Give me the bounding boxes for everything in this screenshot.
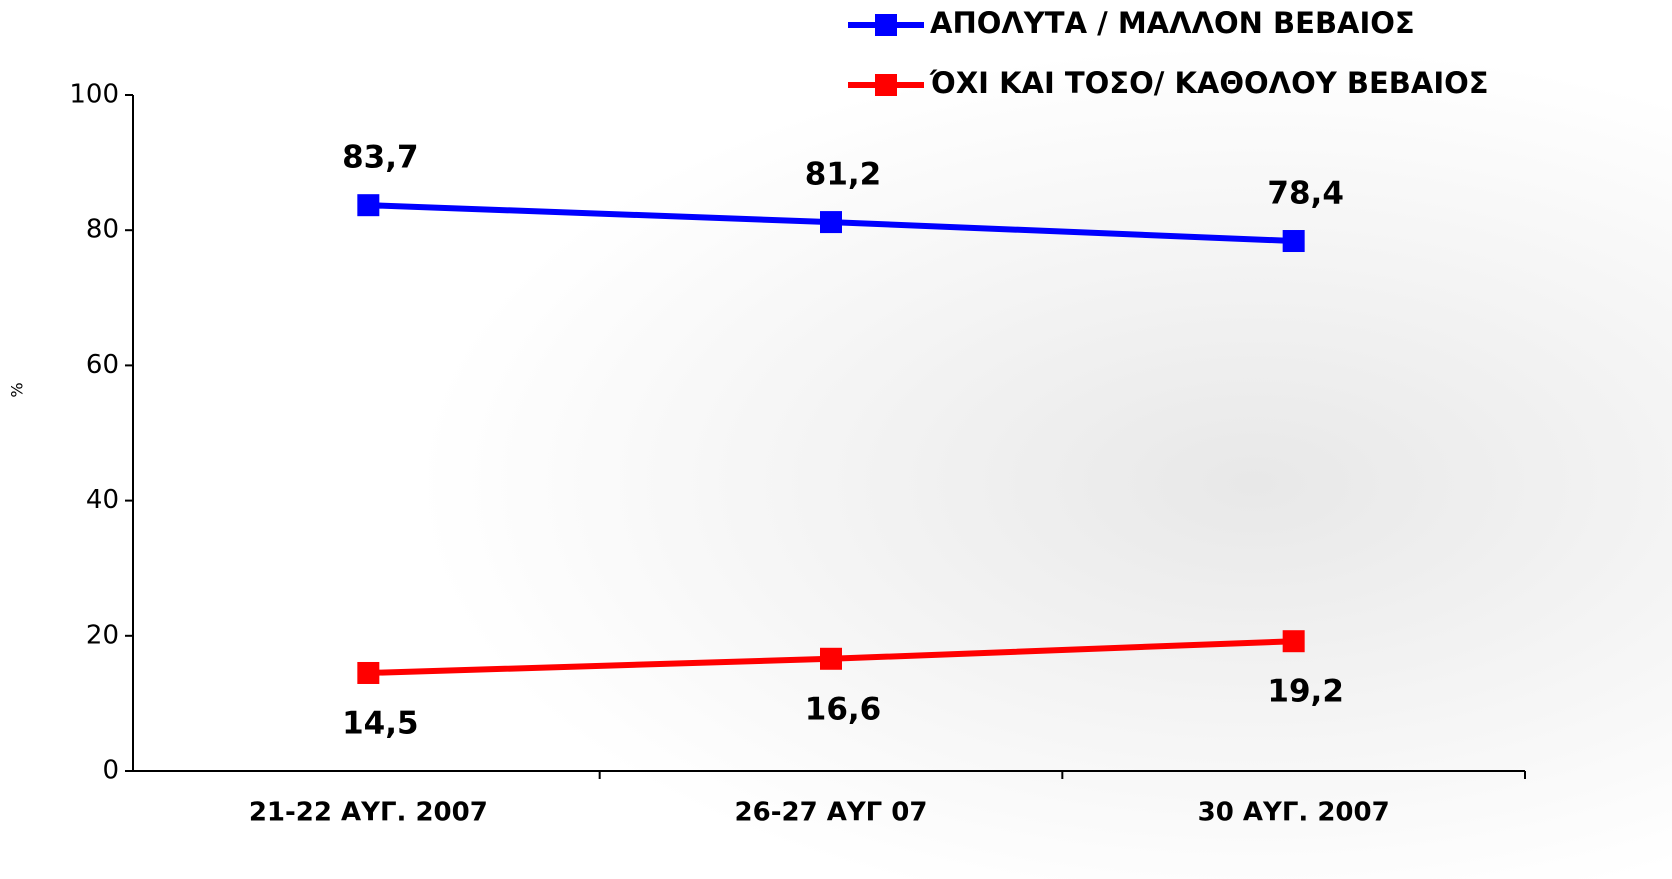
y-tick-label: 60	[86, 350, 119, 380]
data-label: 83,7	[342, 140, 419, 176]
y-tick-label: 80	[86, 215, 119, 245]
x-tick-label: 26-27 ΑΥΓ 07	[735, 798, 928, 828]
data-label: 14,5	[342, 705, 419, 741]
data-label: 81,2	[805, 157, 882, 193]
marker	[820, 211, 842, 233]
y-tick-label: 100	[69, 80, 119, 110]
chart: % 0 20 40 60 80 100 21-22 ΑΥΓ. 2007 26-27 ΑΥΓ 0…	[0, 0, 1672, 879]
x-tick-label: 30 ΑΥΓ. 2007	[1198, 798, 1390, 828]
y-tick-label: 20	[86, 620, 119, 650]
y-tick-label: 40	[86, 485, 119, 515]
marker	[1283, 230, 1305, 252]
x-tick-label: 21-22 ΑΥΓ. 2007	[249, 798, 488, 828]
data-label: 78,4	[1267, 176, 1344, 212]
legend-marker	[875, 74, 897, 96]
marker	[820, 648, 842, 670]
marker	[1283, 630, 1305, 652]
legend-marker	[875, 14, 897, 36]
legend-label: ΌΧΙ ΚΑΙ ΤΟΣΟ/ ΚΑΘΟΛΟΥ ΒΕΒΑΙΟΣ	[929, 66, 1489, 100]
data-label: 19,2	[1267, 674, 1344, 710]
marker	[357, 662, 379, 684]
y-tick-label: 0	[102, 756, 119, 786]
data-label: 16,6	[805, 691, 882, 727]
background	[0, 0, 1672, 879]
marker	[357, 194, 379, 216]
legend-label: ΑΠΟΛΥΤΑ / ΜΑΛΛΟΝ ΒΕΒΑΙΟΣ	[930, 6, 1415, 40]
y-axis-label: %	[8, 382, 27, 397]
